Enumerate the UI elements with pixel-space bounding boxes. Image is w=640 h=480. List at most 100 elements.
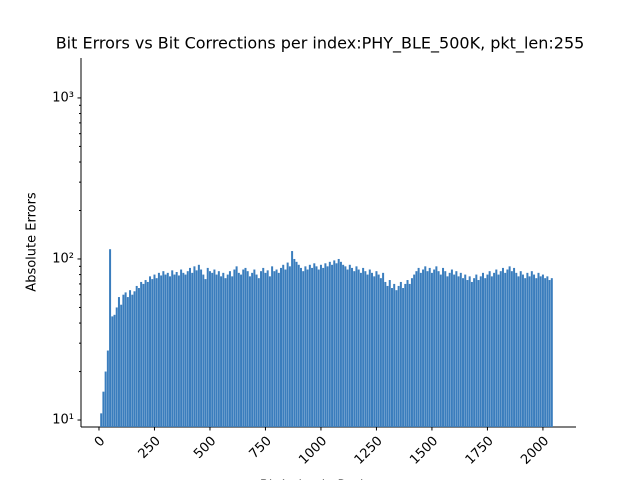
bar: [442, 267, 445, 427]
bar: [253, 269, 256, 427]
bar: [399, 281, 402, 427]
bar: [533, 274, 536, 427]
bar: [206, 267, 209, 427]
bar: [286, 262, 289, 427]
bar: [504, 272, 507, 427]
bar: [191, 272, 194, 427]
bar: [120, 304, 123, 427]
bar: [217, 271, 220, 427]
bar: [180, 269, 183, 427]
bar: [237, 272, 240, 427]
bar: [262, 267, 265, 427]
bar: [368, 269, 371, 427]
bar: [426, 271, 429, 427]
bar: [122, 294, 125, 427]
bar: [313, 263, 316, 427]
x-tick-label: 500: [191, 434, 219, 462]
bar: [506, 269, 509, 427]
bar: [109, 249, 112, 427]
bar: [251, 272, 254, 427]
bar: [308, 264, 311, 427]
bar: [406, 280, 409, 427]
bar: [475, 274, 478, 427]
bar: [155, 278, 158, 427]
bar: [417, 267, 420, 427]
bar: [166, 272, 169, 427]
bar: [311, 267, 314, 427]
bar: [457, 276, 460, 427]
y-axis-label: Absolute Errors: [25, 192, 40, 292]
bar: [295, 261, 298, 427]
bar: [550, 278, 553, 427]
bar: [113, 314, 116, 427]
bar: [428, 267, 431, 427]
bar: [546, 276, 549, 427]
bar: [453, 274, 456, 427]
bar: [257, 278, 260, 427]
bar: [144, 280, 147, 427]
bar: [384, 281, 387, 427]
bar: [344, 266, 347, 427]
x-tick-label: 1000: [296, 434, 330, 468]
bar: [459, 272, 462, 427]
bar: [528, 276, 531, 427]
bar: [348, 264, 351, 427]
bar: [137, 288, 140, 427]
x-tick-label: 1750: [463, 434, 497, 468]
bar: [526, 272, 529, 427]
bar: [510, 271, 513, 427]
bar: [195, 270, 198, 427]
bar: [240, 274, 243, 427]
bar: [519, 271, 522, 427]
bar: [530, 271, 533, 427]
bar: [104, 371, 107, 427]
bar: [524, 278, 527, 427]
bar: [255, 274, 258, 427]
bar: [204, 279, 207, 427]
bar: [135, 285, 138, 427]
bar: [182, 272, 185, 427]
bar: [282, 264, 285, 427]
bar: [228, 271, 231, 427]
bar: [288, 266, 291, 427]
bar: [208, 271, 211, 427]
bar: [248, 276, 251, 427]
bar: [157, 272, 160, 427]
bar: [537, 272, 540, 427]
bar: [302, 271, 305, 427]
bar: [222, 272, 225, 427]
bar: [215, 274, 218, 427]
bar: [131, 294, 134, 427]
bar: [242, 269, 245, 427]
bar: [419, 272, 422, 427]
bar: [140, 281, 143, 427]
bar: [402, 288, 405, 427]
bar: [213, 269, 216, 427]
bar: [160, 275, 163, 427]
x-tick-label: 2000: [518, 434, 552, 468]
bar: [386, 285, 389, 427]
bar: [235, 266, 238, 427]
bar: [111, 316, 114, 427]
bar: [466, 280, 469, 427]
x-tick-label: 0: [92, 434, 108, 450]
bar: [297, 264, 300, 427]
bar: [106, 350, 109, 427]
bar: [322, 267, 325, 427]
bar: [162, 271, 165, 427]
bar: [231, 276, 234, 427]
bar: [371, 272, 374, 427]
bar: [279, 267, 282, 427]
bar: [464, 274, 467, 427]
bar: [379, 278, 382, 427]
bar: [382, 272, 385, 427]
bar: [515, 272, 518, 427]
bar: [169, 276, 172, 427]
bar: [177, 275, 180, 427]
bar: [490, 276, 493, 427]
bar: [477, 280, 480, 427]
bar: [186, 271, 189, 427]
bar: [244, 267, 247, 427]
bar: [497, 274, 500, 427]
bar: [333, 260, 336, 427]
